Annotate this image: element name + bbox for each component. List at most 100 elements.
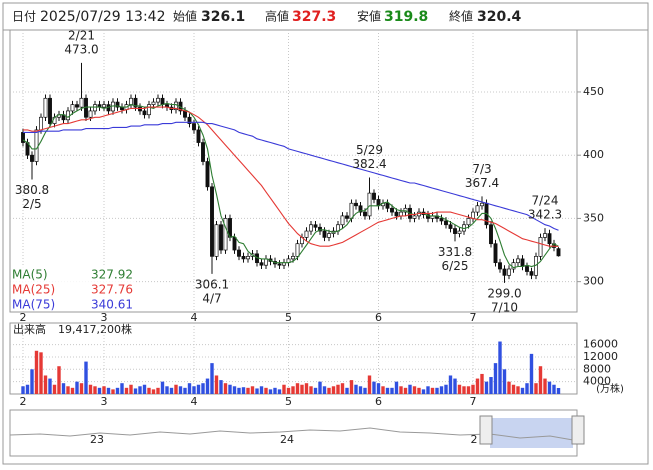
x-tick-label: 3 — [101, 395, 108, 408]
candle-body — [354, 202, 358, 207]
volume-bar — [84, 361, 88, 394]
candle-body — [322, 230, 327, 238]
volume-bar — [277, 389, 282, 394]
volume-bar — [421, 389, 426, 394]
candle-body — [349, 202, 354, 219]
navigator-window — [490, 418, 573, 448]
ma-line — [23, 106, 559, 248]
candle-body — [115, 101, 120, 108]
x-tick-label: 6 — [375, 311, 382, 324]
volume-bar — [75, 381, 79, 394]
volume-bar — [358, 386, 363, 394]
volume-bar — [547, 381, 552, 394]
volume-bar — [444, 384, 448, 394]
x-tick-label: 2 — [20, 311, 27, 324]
navigator-handle[interactable] — [479, 415, 493, 445]
volume-bar — [120, 383, 124, 394]
candle-body — [502, 268, 507, 276]
candle-body — [399, 211, 403, 217]
volume-bar — [282, 384, 286, 394]
x-tick-label: 2 — [20, 395, 27, 408]
volume-bar — [250, 386, 255, 394]
volume-bar — [70, 387, 75, 394]
volume-bar — [534, 383, 538, 394]
candle-body — [444, 220, 448, 226]
volume-bar — [79, 383, 84, 394]
volume-bar — [214, 375, 219, 394]
volume-bar — [30, 369, 34, 394]
volume-bar — [174, 384, 178, 394]
volume-bar — [372, 381, 376, 394]
volume-bar — [498, 341, 502, 394]
volume-bar — [61, 383, 66, 394]
x-tick-label: 5 — [285, 395, 292, 408]
candle-body — [318, 226, 322, 232]
candle-body — [196, 129, 201, 143]
volume-bar — [493, 363, 498, 394]
candle-body — [466, 218, 471, 226]
volume-bar — [390, 387, 394, 394]
annotation-date: 2/5 — [22, 197, 41, 211]
candle-body — [358, 205, 363, 213]
volume-bar — [408, 384, 412, 394]
x-tick-label: 6 — [375, 395, 382, 408]
candle-body — [471, 211, 475, 219]
annotation-date: 7/24 — [532, 194, 559, 208]
volume-bar — [502, 369, 507, 394]
volume-bar — [300, 384, 304, 394]
candle-body — [457, 230, 462, 234]
candle-body — [345, 215, 349, 219]
volume-bar — [336, 384, 340, 394]
volume-bar — [201, 383, 205, 394]
candle-body — [543, 233, 547, 238]
header-label: 日付 — [12, 10, 36, 24]
candle-body — [48, 97, 52, 124]
ma-line — [22, 102, 559, 269]
volume-bar — [268, 389, 273, 394]
candle-body — [372, 192, 376, 200]
volume-bar — [466, 386, 471, 394]
volume-bar — [453, 378, 457, 394]
candle-body — [192, 123, 196, 131]
annotation-date: 7/3 — [472, 162, 491, 176]
candle-body — [151, 101, 156, 105]
volume-bar — [322, 386, 327, 394]
candle-body — [453, 228, 457, 234]
volume-bar — [354, 384, 358, 394]
x-tick-label: 5 — [285, 311, 292, 324]
volume-bar — [25, 384, 30, 394]
candle-body — [493, 243, 498, 264]
volume-bar — [417, 387, 421, 394]
volume-bar — [313, 387, 318, 394]
candle-body — [70, 104, 75, 112]
legend-box — [11, 266, 136, 311]
candle-body — [363, 211, 367, 217]
navigator-label: 24 — [280, 433, 294, 446]
volume-bar — [525, 383, 529, 394]
volume-bar — [543, 378, 547, 394]
volume-bar — [426, 386, 430, 394]
candle-body — [34, 129, 39, 162]
volume-bar — [259, 386, 264, 394]
volume-bar — [394, 381, 399, 394]
volume-bar — [115, 387, 120, 394]
annotation-value: 473.0 — [64, 42, 98, 56]
candle-body — [133, 97, 138, 108]
header-label: 高値 — [265, 9, 289, 24]
candle-body — [102, 104, 106, 108]
price-panel — [9, 29, 578, 313]
candle-body — [210, 186, 214, 257]
candle-body — [426, 214, 430, 219]
volume-bar — [399, 386, 403, 394]
legend-value: 327.92 — [91, 268, 133, 282]
x-tick-label: 7 — [470, 395, 477, 408]
volume-bar — [43, 375, 48, 394]
navigator-label: 2 — [471, 433, 478, 446]
volume-bar — [381, 386, 385, 394]
candle-body — [439, 218, 444, 222]
navigator-handle[interactable] — [571, 415, 585, 445]
annotation-date: 2/21 — [68, 28, 95, 42]
volume-bar — [439, 386, 444, 394]
y-tick-label: 450 — [583, 85, 604, 98]
volume-bar — [345, 387, 349, 394]
